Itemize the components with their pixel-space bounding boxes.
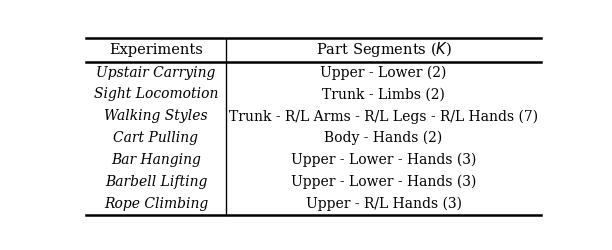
Text: Upper - R/L Hands (3): Upper - R/L Hands (3) <box>305 197 461 211</box>
Text: Upstair Carrying: Upstair Carrying <box>96 66 215 80</box>
Text: Trunk - Limbs (2): Trunk - Limbs (2) <box>322 88 445 102</box>
Text: Walking Styles: Walking Styles <box>104 109 207 123</box>
Text: Cart Pulling: Cart Pulling <box>113 131 198 145</box>
Text: Upper - Lower - Hands (3): Upper - Lower - Hands (3) <box>291 153 476 167</box>
Text: Experiments: Experiments <box>109 43 203 57</box>
Text: Upper - Lower (2): Upper - Lower (2) <box>321 65 447 80</box>
Text: Body - Hands (2): Body - Hands (2) <box>324 131 442 146</box>
Text: Part Segments ($K$): Part Segments ($K$) <box>316 40 452 59</box>
Text: Trunk - R/L Arms - R/L Legs - R/L Hands (7): Trunk - R/L Arms - R/L Legs - R/L Hands … <box>229 109 538 124</box>
Text: Barbell Lifting: Barbell Lifting <box>105 175 207 189</box>
Text: Rope Climbing: Rope Climbing <box>104 197 208 211</box>
Text: Upper - Lower - Hands (3): Upper - Lower - Hands (3) <box>291 175 476 189</box>
Text: Sight Locomotion: Sight Locomotion <box>94 88 218 102</box>
Text: Bar Hanging: Bar Hanging <box>111 153 201 167</box>
